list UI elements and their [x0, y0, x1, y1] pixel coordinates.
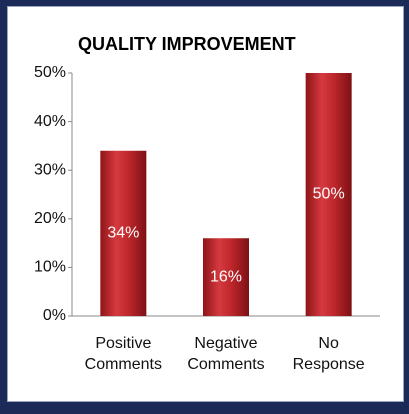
- y-tick-label: 20%: [34, 210, 66, 227]
- x-tick-label: Positive Comments: [84, 335, 162, 373]
- x-tick-label: No Response: [292, 335, 365, 373]
- data-label: 34%: [107, 225, 139, 242]
- x-tick-label: Negative Comments: [187, 335, 265, 373]
- y-tick-label: 0%: [43, 307, 66, 324]
- data-label: 16%: [210, 268, 242, 285]
- bar: [203, 238, 249, 316]
- y-tick-label: 50%: [34, 64, 66, 81]
- y-tick-label: 30%: [34, 161, 66, 178]
- y-tick-label: 40%: [34, 113, 66, 130]
- data-label: 50%: [313, 186, 345, 203]
- bar: [305, 73, 352, 316]
- bar: [100, 150, 147, 316]
- y-tick-label: 10%: [34, 259, 66, 276]
- chart-title: QUALITY IMPROVEMENT: [78, 34, 296, 54]
